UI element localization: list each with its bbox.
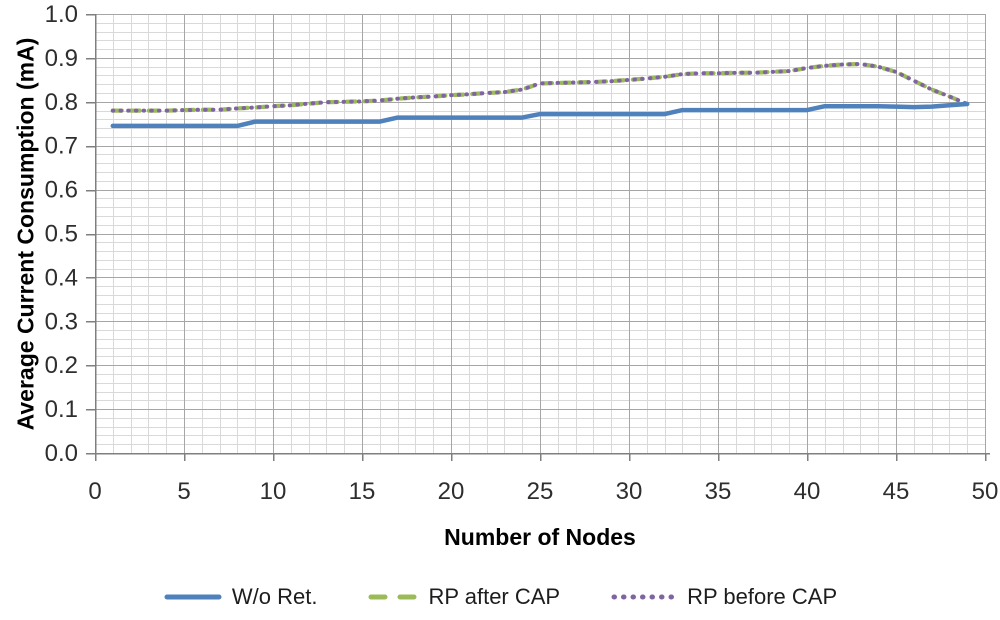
svg-text:50: 50 [972, 478, 999, 505]
svg-text:35: 35 [705, 478, 732, 505]
svg-text:0.6: 0.6 [45, 177, 78, 204]
series-line-rp-before-cap [110, 62, 970, 113]
legend: W/o Ret. RP after CAP RP before CAP [0, 584, 1000, 610]
legend-label-wo-ret: W/o Ret. [231, 584, 318, 609]
svg-text:15: 15 [349, 478, 376, 505]
legend-label-rp-before-cap: RP before CAP [687, 584, 838, 609]
svg-text:0.9: 0.9 [45, 45, 78, 72]
tick-labels: 0.0 0.1 0.2 0.3 0.4 0.5 0.6 0.7 0.8 0.9 1.0 0 5 10 15 2… [45, 1, 999, 505]
svg-text:0: 0 [88, 478, 101, 505]
svg-text:0.4: 0.4 [45, 264, 78, 291]
svg-text:45: 45 [883, 478, 910, 505]
svg-text:0.1: 0.1 [45, 396, 78, 423]
y-axis-title: Average Current Consumption (mA) [12, 37, 39, 431]
gridlines [95, 14, 986, 454]
svg-text:5: 5 [177, 478, 190, 505]
svg-text:30: 30 [616, 478, 643, 505]
legend-label-rp-after-cap: RP after CAP [428, 584, 561, 609]
svg-text:0.3: 0.3 [45, 308, 78, 335]
svg-text:0.0: 0.0 [45, 440, 78, 467]
svg-text:0.5: 0.5 [45, 221, 78, 248]
legend-item-rp-before-cap: RP before CAP [610, 584, 837, 610]
legend-item-wo-ret: W/o Ret. [163, 584, 318, 610]
svg-text:10: 10 [260, 478, 287, 505]
dashed-line-swatch-icon [368, 594, 418, 600]
series-line-rp-after-cap [110, 61, 970, 113]
svg-text:0.7: 0.7 [45, 133, 78, 160]
svg-text:20: 20 [438, 478, 465, 505]
solid-line-swatch-icon [164, 594, 222, 600]
series-line-wo-ret [110, 101, 970, 129]
svg-text:1.0: 1.0 [45, 1, 78, 28]
svg-text:0.8: 0.8 [45, 89, 78, 116]
legend-item-rp-after-cap: RP after CAP [367, 584, 560, 610]
dotted-line-swatch-icon [611, 594, 677, 600]
svg-text:0.2: 0.2 [45, 352, 78, 379]
axes [86, 13, 990, 461]
svg-text:40: 40 [794, 478, 821, 505]
x-axis-title: Number of Nodes [444, 524, 636, 550]
svg-text:25: 25 [527, 478, 554, 505]
